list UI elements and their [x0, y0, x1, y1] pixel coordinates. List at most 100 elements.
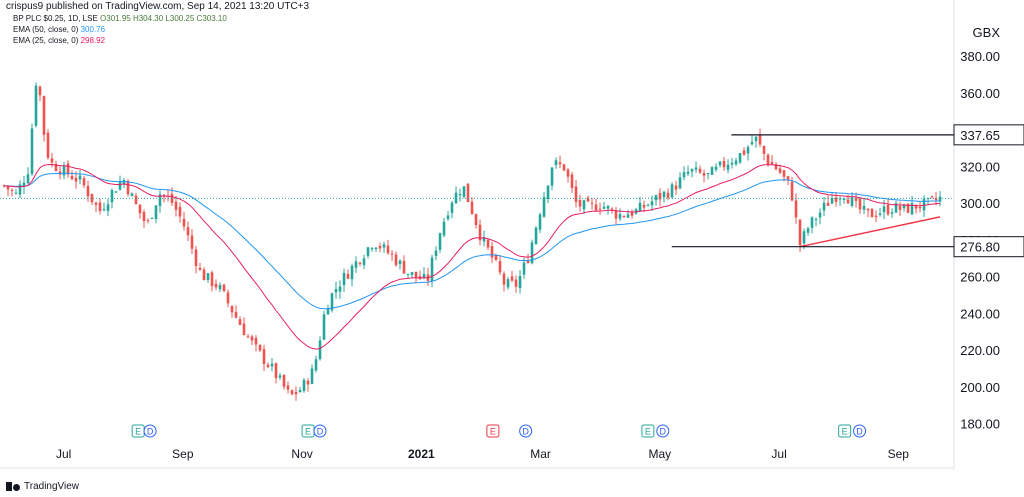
candle-body	[218, 284, 222, 290]
candle-body	[758, 135, 762, 145]
candle-body	[154, 205, 158, 219]
earnings-label: E	[490, 427, 496, 437]
candle-body	[646, 204, 650, 206]
candle-body	[34, 85, 38, 126]
candle-body	[338, 286, 342, 292]
candle-body	[906, 203, 910, 213]
candle-body	[494, 255, 498, 260]
candle-body	[826, 202, 830, 206]
y-tick-label: 240.00	[960, 306, 1000, 321]
dividend-label: D	[317, 427, 324, 437]
candle-body	[478, 224, 482, 241]
ema50-value: 300.76	[80, 25, 106, 34]
candle-body	[554, 160, 558, 166]
candle-body	[766, 154, 770, 165]
candle-body	[306, 380, 310, 385]
candle-body	[434, 250, 438, 256]
candle-body	[542, 197, 546, 217]
candle-body	[302, 379, 306, 391]
candle-body	[846, 199, 850, 204]
candle-body	[842, 198, 846, 200]
candle-body	[938, 196, 942, 202]
candle-body	[566, 169, 570, 177]
candle-body	[18, 184, 22, 195]
candle-body	[182, 218, 186, 227]
candle-body	[550, 167, 554, 186]
tradingview-footer[interactable]: TradingView	[6, 481, 79, 492]
candle-body	[678, 177, 682, 189]
candle-body	[326, 308, 330, 315]
candle-body	[322, 314, 326, 340]
candle-body	[242, 323, 246, 336]
candle-body	[510, 276, 514, 281]
candle-body	[282, 375, 286, 387]
candle-body	[502, 273, 506, 285]
candle-body	[794, 200, 798, 218]
candle-body	[170, 193, 174, 203]
candle-body	[10, 189, 14, 191]
candle-body	[202, 269, 206, 281]
candle-body	[222, 284, 226, 292]
y-tick-label: 260.00	[960, 270, 1000, 285]
earnings-label: E	[842, 427, 848, 437]
currency-label: GBX	[973, 25, 1001, 40]
candle-body	[366, 247, 370, 256]
candle-body	[622, 216, 626, 218]
candle-body	[614, 210, 618, 219]
candle-body	[450, 202, 454, 213]
candle-body	[638, 202, 642, 212]
support-trendline	[799, 216, 941, 248]
candle-body	[162, 194, 166, 196]
candle-body	[790, 181, 794, 201]
candle-body	[778, 168, 782, 173]
candle-body	[802, 231, 806, 244]
candle-body	[270, 363, 274, 367]
y-tick-label: 300.00	[960, 196, 1000, 211]
candle-body	[402, 260, 406, 274]
candle-body	[110, 190, 114, 203]
candle-body	[74, 177, 78, 182]
dividend-icon	[313, 424, 327, 438]
y-tick-label: 320.00	[960, 159, 1000, 174]
candle-body	[682, 172, 686, 178]
dividend-icon	[519, 424, 533, 438]
candle-body	[178, 207, 182, 217]
candle-body	[710, 167, 714, 175]
candle-body	[582, 200, 586, 210]
candle-body	[490, 246, 494, 258]
candle-body	[146, 220, 150, 222]
candle-body	[506, 279, 510, 288]
candle-body	[294, 391, 298, 395]
candle-body	[718, 161, 722, 166]
candle-body	[246, 336, 250, 338]
candle-body	[590, 202, 594, 204]
legend-ema50-row: EMA (50, close, 0) 300.76	[13, 25, 105, 35]
candle-body	[602, 206, 606, 209]
y-tick-label: 200.00	[960, 380, 1000, 395]
candle-body	[518, 276, 522, 289]
candle-body	[862, 205, 866, 210]
candle-body	[658, 192, 662, 200]
tradingview-logo-icon	[6, 482, 20, 491]
candle-body	[370, 248, 374, 250]
candle-body	[438, 233, 442, 250]
candle-body	[750, 142, 754, 145]
candle-body	[350, 265, 354, 280]
candle-body	[38, 86, 42, 96]
candle-body	[86, 185, 90, 197]
candle-body	[354, 261, 358, 268]
candle-body	[50, 158, 54, 163]
candle-body	[430, 257, 434, 282]
candle-body	[138, 204, 142, 214]
candle-body	[26, 174, 30, 184]
candle-body	[46, 132, 50, 158]
candle-body	[738, 153, 742, 163]
candle-body	[926, 197, 930, 199]
candle-body	[618, 213, 622, 219]
candle-body	[930, 196, 934, 198]
candle-body	[698, 168, 702, 173]
candle-body	[290, 390, 294, 395]
candle-body	[42, 96, 46, 135]
earnings-label: E	[135, 427, 141, 437]
